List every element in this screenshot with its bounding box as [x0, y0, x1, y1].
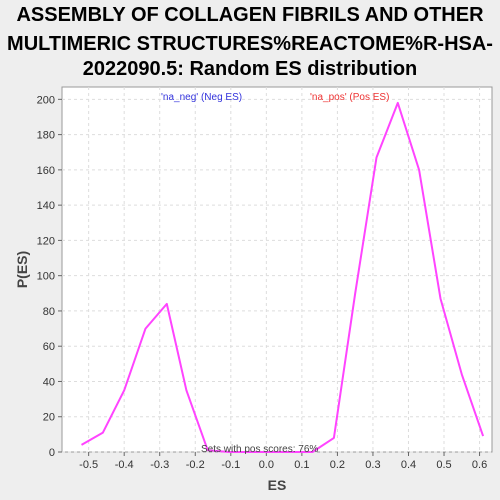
x-tick-label: 0.1: [294, 459, 309, 471]
y-tick-label: 20: [43, 412, 55, 424]
x-tick-label: 0.6: [472, 459, 487, 471]
x-tick-label: -0.1: [221, 459, 240, 471]
x-tick-label: -0.2: [186, 459, 205, 471]
legend-pos-label: 'na_pos' (Pos ES): [310, 92, 389, 103]
x-tick-label: 0.4: [401, 459, 416, 471]
y-tick-label: 180: [37, 130, 55, 142]
x-tick-label: 0.0: [259, 459, 274, 471]
legend-neg-label: 'na_neg' (Neg ES): [161, 92, 242, 103]
series-layer: [81, 101, 485, 453]
y-tick-label: 140: [37, 200, 55, 212]
chart-title-line-2: MULTIMERIC STRUCTURES%REACTOME%R-HSA-: [7, 33, 493, 55]
chart-title-line-3: 2022090.5: Random ES distribution: [82, 58, 418, 80]
x-tick-label: 0.3: [365, 459, 380, 471]
x-tick-label: -0.4: [115, 459, 134, 471]
es-distribution-line: [81, 101, 485, 453]
y-axis-label: P(ES): [14, 251, 30, 288]
y-tick-label: 100: [37, 271, 55, 283]
x-tick-label: -0.5: [79, 459, 98, 471]
grid: [62, 87, 492, 453]
y-tick-label: 160: [37, 165, 55, 177]
y-tick-label: 120: [37, 235, 55, 247]
x-tick-label: 0.5: [436, 459, 451, 471]
chart-title-line-1: ASSEMBLY OF COLLAGEN FIBRILS AND OTHER: [16, 4, 484, 26]
y-tick-label: 80: [43, 306, 55, 318]
x-tick-label: -0.3: [150, 459, 169, 471]
x-axis-label: ES: [268, 477, 287, 493]
pos-scores-note: Sets with pos scores: 76%: [201, 444, 318, 455]
y-tick-label: 200: [37, 94, 55, 106]
y-tick-label: 60: [43, 341, 55, 353]
y-tick-label: 40: [43, 376, 55, 388]
axes: -0.5 -0.4 -0.3 -0.2 -0.1 0.0 0.1 0.2 0.3 0.4 0.5 0.…: [37, 94, 488, 471]
y-tick-label: 0: [49, 447, 55, 459]
plot-background: [61, 86, 493, 453]
x-tick-label: 0.2: [330, 459, 345, 471]
